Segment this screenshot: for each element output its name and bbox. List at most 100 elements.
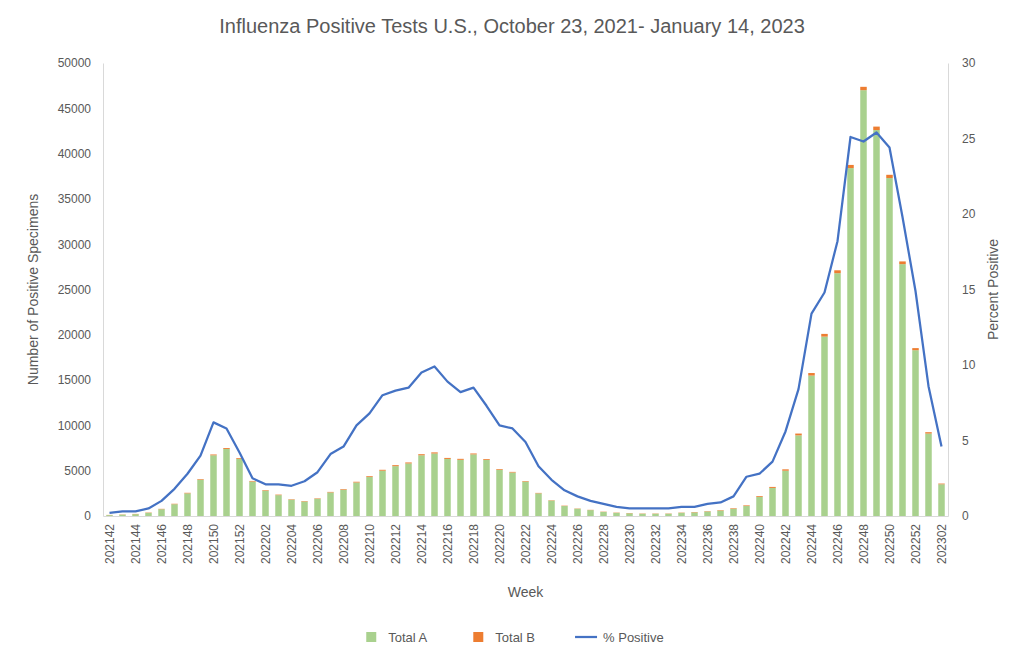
bar bbox=[418, 454, 425, 455]
y-axis: 0500010000150002000025000300003500040000… bbox=[58, 56, 104, 523]
x-axis-title: Week bbox=[508, 584, 545, 600]
tick: 202238 bbox=[727, 516, 741, 564]
tick: 202214 bbox=[415, 516, 429, 564]
bar bbox=[704, 511, 711, 516]
tick-label: 202244 bbox=[805, 524, 819, 564]
bar bbox=[639, 514, 646, 516]
bar bbox=[925, 432, 932, 433]
bar bbox=[210, 455, 217, 516]
background bbox=[0, 0, 1024, 662]
tick: 45000 bbox=[58, 102, 103, 116]
bar bbox=[756, 496, 763, 498]
bar bbox=[197, 479, 204, 481]
bar bbox=[210, 454, 217, 456]
tick-label: 202216 bbox=[441, 524, 455, 564]
tick: 202302 bbox=[935, 516, 949, 564]
tick: 5000 bbox=[64, 464, 103, 478]
tick: 202240 bbox=[753, 516, 767, 564]
tick-label: 202238 bbox=[727, 524, 741, 564]
bar bbox=[106, 514, 113, 515]
tick: 202226 bbox=[571, 516, 585, 564]
tick-label: 10000 bbox=[58, 419, 92, 433]
bar bbox=[119, 515, 126, 516]
tick-label: 45000 bbox=[58, 102, 92, 116]
tick: 202152 bbox=[233, 516, 247, 564]
tick: 202150 bbox=[207, 516, 221, 564]
bar bbox=[652, 514, 659, 516]
bar bbox=[821, 337, 828, 516]
tick-label: 202208 bbox=[337, 524, 351, 564]
bar bbox=[717, 510, 724, 511]
tick: 25000 bbox=[58, 283, 103, 297]
bar bbox=[496, 470, 503, 516]
tick: 202252 bbox=[909, 516, 923, 564]
tick-label: 25000 bbox=[58, 283, 92, 297]
tick: 25 bbox=[948, 132, 976, 146]
tick-label: 202302 bbox=[935, 524, 949, 564]
tick: 202148 bbox=[181, 516, 195, 564]
plot-area bbox=[106, 87, 945, 516]
bar bbox=[795, 435, 802, 516]
tick: 202228 bbox=[597, 516, 611, 564]
bar bbox=[119, 514, 126, 515]
bar bbox=[301, 501, 308, 502]
tick: 30000 bbox=[58, 238, 103, 252]
tick: 30 bbox=[948, 56, 976, 70]
bar bbox=[613, 513, 620, 516]
tick-label: 202232 bbox=[649, 524, 663, 564]
tick: 202142 bbox=[103, 516, 117, 564]
bar bbox=[314, 499, 321, 516]
axis-line bbox=[104, 516, 949, 517]
bar bbox=[756, 497, 763, 516]
bar bbox=[444, 459, 451, 516]
bar bbox=[197, 480, 204, 516]
bar bbox=[262, 491, 269, 516]
bar bbox=[912, 350, 919, 516]
bar bbox=[158, 509, 165, 516]
tick-label: 202152 bbox=[233, 524, 247, 564]
bar bbox=[444, 457, 451, 459]
bar bbox=[574, 509, 581, 516]
bar bbox=[405, 463, 412, 516]
tick-label: 35000 bbox=[58, 192, 92, 206]
bar bbox=[158, 508, 165, 509]
bar bbox=[314, 498, 321, 499]
axis-line bbox=[103, 64, 104, 517]
tick: 15 bbox=[948, 283, 976, 297]
tick: 50000 bbox=[58, 56, 103, 70]
bar bbox=[223, 449, 230, 516]
tick-label: 15 bbox=[962, 283, 976, 297]
bar bbox=[938, 483, 945, 485]
bar bbox=[561, 505, 568, 506]
bar bbox=[379, 469, 386, 471]
bar bbox=[860, 90, 867, 516]
bar bbox=[522, 482, 529, 516]
tick-label: 202210 bbox=[363, 524, 377, 564]
bar bbox=[782, 471, 789, 516]
tick-label: 202146 bbox=[155, 524, 169, 564]
tick-label: 202218 bbox=[467, 524, 481, 564]
tick: 15000 bbox=[58, 373, 103, 387]
tick-label: 202250 bbox=[883, 524, 897, 564]
bar bbox=[626, 513, 633, 516]
tick-label: 202214 bbox=[415, 524, 429, 564]
tick-label: 30 bbox=[962, 56, 976, 70]
tick-label: 202212 bbox=[389, 524, 403, 564]
legend-swatch bbox=[366, 632, 376, 642]
bar bbox=[873, 127, 880, 130]
tick-label: 202236 bbox=[701, 524, 715, 564]
bar bbox=[132, 514, 139, 516]
tick: 202144 bbox=[129, 516, 143, 564]
bar bbox=[912, 348, 919, 350]
legend-label: Total B bbox=[495, 630, 535, 645]
tick-label: 202204 bbox=[285, 524, 299, 564]
tick: 202208 bbox=[337, 516, 351, 564]
bar bbox=[275, 495, 282, 516]
bar bbox=[782, 469, 789, 470]
bar bbox=[522, 481, 529, 483]
bar bbox=[236, 459, 243, 516]
tick-label: 30000 bbox=[58, 238, 92, 252]
tick-label: 202230 bbox=[623, 524, 637, 564]
tick: 0 bbox=[948, 509, 969, 523]
tick-label: 0 bbox=[84, 509, 91, 523]
